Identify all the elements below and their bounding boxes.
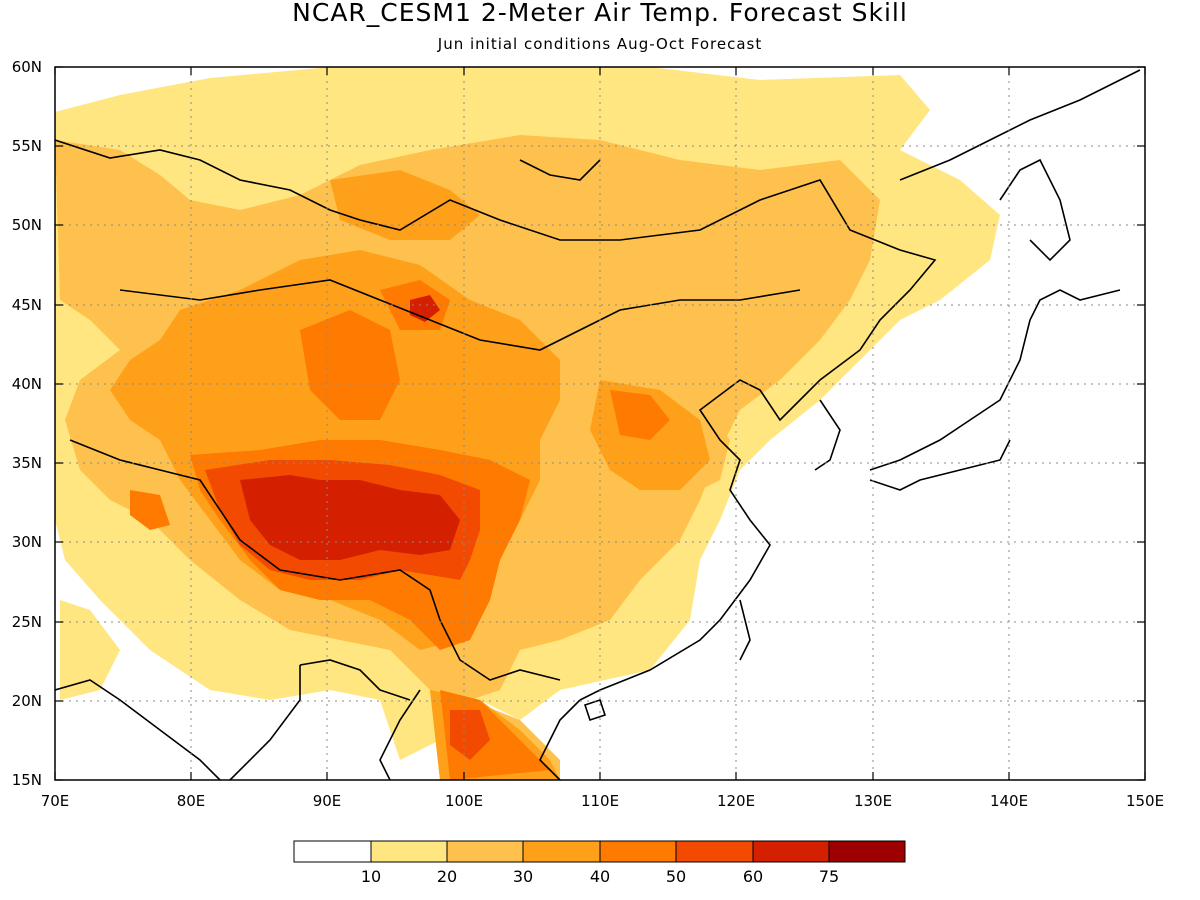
legend-label: 40 — [590, 867, 610, 886]
map-subtitle: Jun initial conditions Aug-Oct Forecast — [437, 35, 763, 53]
axis-ticks — [54, 66, 1146, 781]
coastlines-borders — [55, 69, 1141, 780]
latitude-labels: 15N 20N 25N 30N 35N 40N 45N 50N 55N 60N — [12, 58, 42, 789]
contour-40-50-tarim — [300, 310, 400, 420]
okhotsk-coast — [899, 69, 1141, 181]
color-legend: 10 20 30 40 50 60 75 — [293, 840, 906, 886]
lon-tick-label: 70E — [41, 792, 70, 810]
korea-coast — [814, 399, 841, 471]
lat-tick-label: 30N — [12, 533, 42, 551]
mongolia-border — [119, 279, 801, 351]
lon-tick-label: 140E — [990, 792, 1028, 810]
legend-label: 75 — [819, 867, 839, 886]
sakhalin-coast — [999, 158, 1071, 262]
contour-50-60-indochina — [450, 710, 490, 760]
japan-south-coast — [869, 439, 1011, 491]
lat-tick-label: 60N — [12, 58, 42, 76]
lat-tick-label: 55N — [12, 137, 42, 155]
legend-swatch — [752, 840, 830, 863]
legend-swatch — [675, 840, 754, 863]
legend-swatch — [599, 840, 677, 863]
japan-coast — [869, 289, 1121, 471]
lon-tick-label: 120E — [717, 792, 755, 810]
contour-40-50-east — [610, 390, 670, 440]
se-asia-border — [439, 619, 561, 681]
legend-label: 60 — [743, 867, 763, 886]
lat-tick-label: 45N — [12, 296, 42, 314]
lon-tick-label: 110E — [581, 792, 619, 810]
contour-40-50-pakistan — [130, 490, 170, 530]
lat-tick-label: 20N — [12, 692, 42, 710]
legend-label: 50 — [666, 867, 686, 886]
contour-20-30-manchuria — [700, 210, 850, 320]
india-west-coast — [55, 679, 221, 780]
lon-tick-label: 150E — [1126, 792, 1164, 810]
lat-tick-label: 35N — [12, 454, 42, 472]
hainan-coast — [583, 698, 607, 722]
legend-swatch — [370, 840, 448, 863]
legend-swatch — [522, 840, 601, 863]
myanmar-coast — [379, 689, 421, 780]
lon-tick-label: 130E — [854, 792, 892, 810]
legend-swatch — [446, 840, 524, 863]
legend-label: 20 — [437, 867, 457, 886]
lon-tick-label: 100E — [445, 792, 483, 810]
lon-tick-label: 90E — [313, 792, 342, 810]
contour-10-20-india — [60, 600, 120, 700]
legend-swatch — [828, 840, 906, 863]
lat-tick-label: 15N — [12, 771, 42, 789]
contour-60-75 — [240, 475, 460, 560]
taiwan-coast — [739, 599, 751, 661]
map-title: NCAR_CESM1 2-Meter Air Temp. Forecast Sk… — [292, 0, 908, 27]
vietnam-coast — [539, 699, 581, 780]
lon-tick-label: 80E — [177, 792, 206, 810]
lat-tick-label: 25N — [12, 613, 42, 631]
legend-swatch — [293, 840, 372, 863]
skill-contours — [55, 67, 1000, 780]
longitude-labels: 70E 80E 90E 100E 110E 120E 130E 140E 150… — [41, 792, 1164, 810]
legend-label: 30 — [513, 867, 533, 886]
himalaya-border — [69, 439, 441, 621]
bengal-coast — [299, 659, 411, 701]
india-east-coast — [229, 665, 301, 780]
baikal-outline — [519, 159, 601, 181]
lat-tick-label: 40N — [12, 375, 42, 393]
lat-tick-label: 50N — [12, 216, 42, 234]
legend-label: 10 — [361, 867, 381, 886]
